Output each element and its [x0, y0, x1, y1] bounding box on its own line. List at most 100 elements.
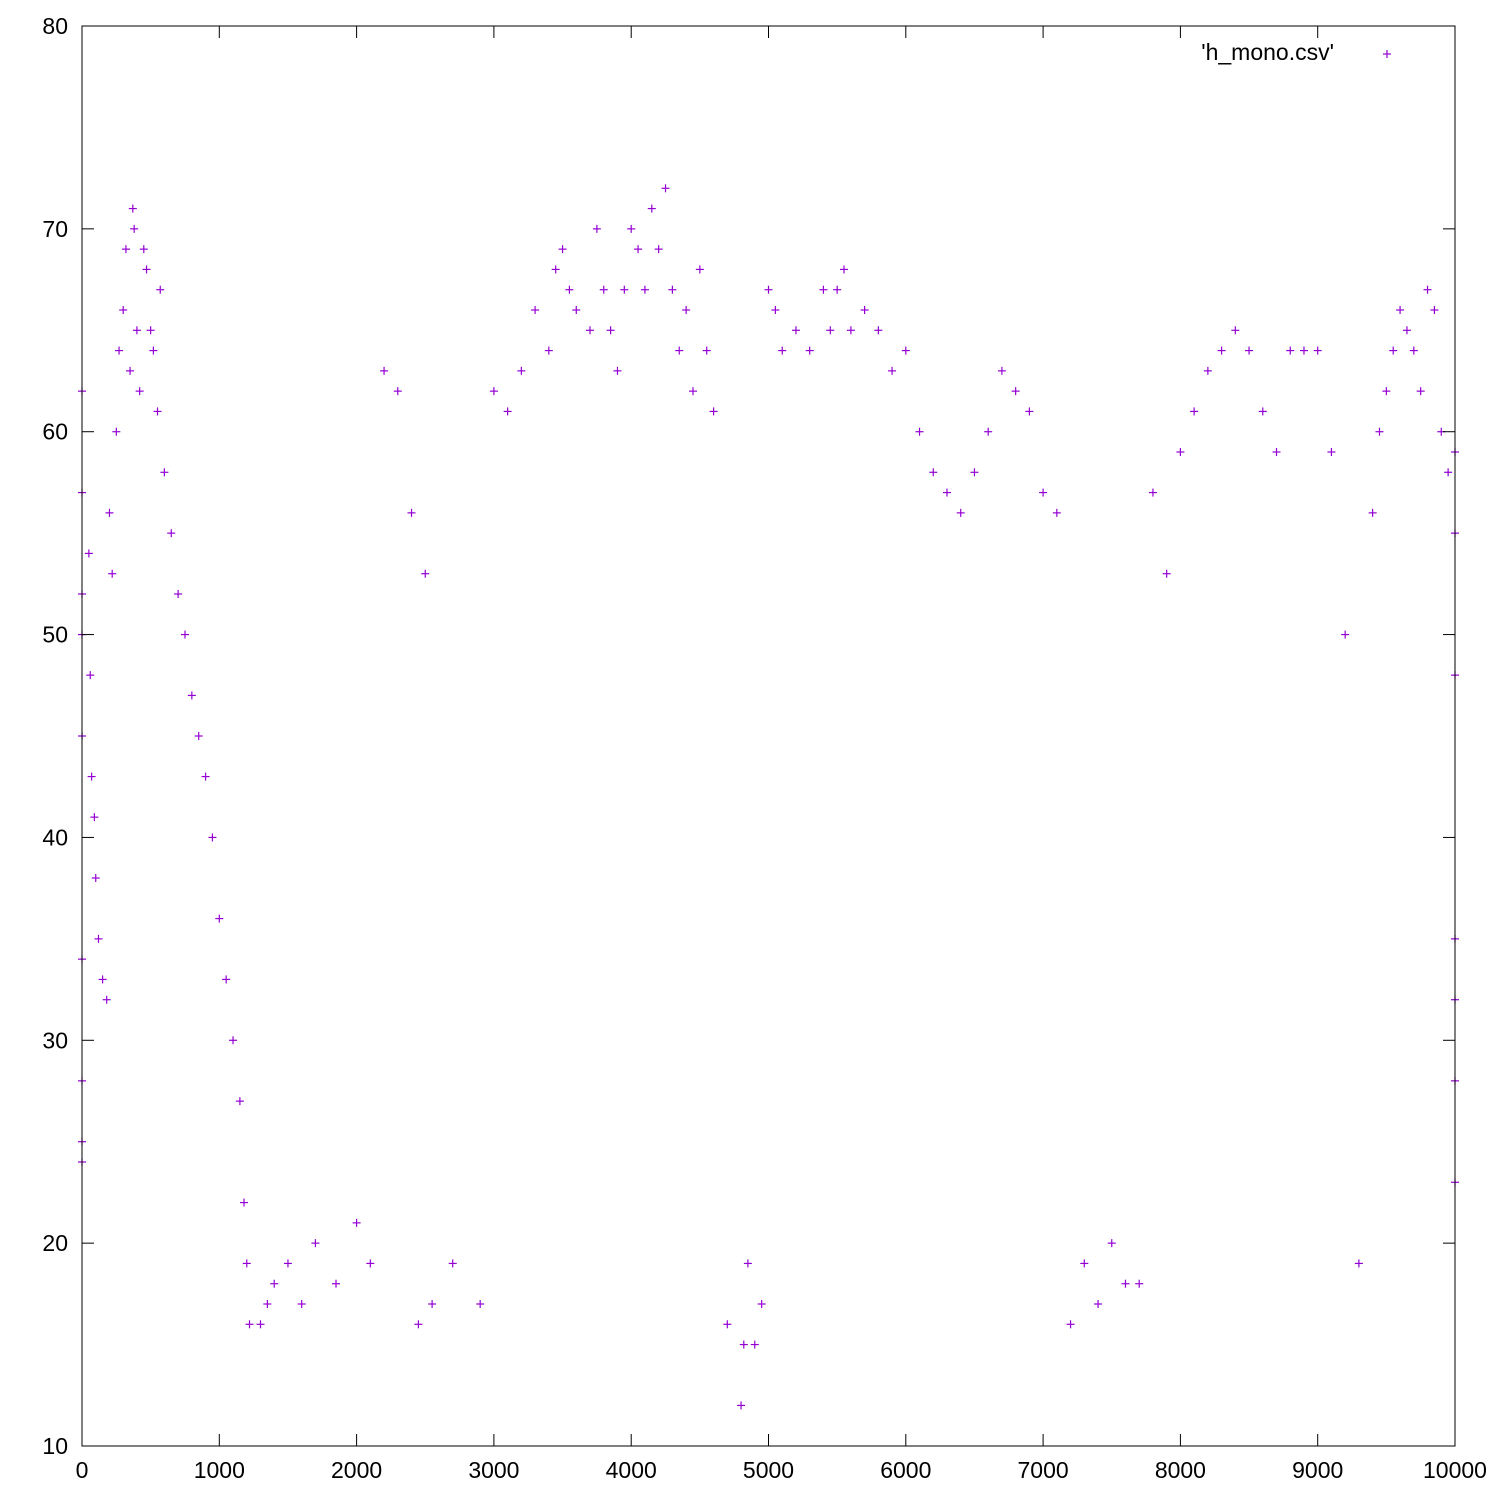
data-point	[1382, 387, 1391, 396]
data-point	[108, 569, 117, 578]
data-point	[888, 366, 897, 375]
data-point	[1011, 387, 1020, 396]
data-point	[476, 1300, 485, 1308]
data-point	[215, 914, 224, 923]
data-point	[517, 366, 526, 375]
y-tick-label: 50	[42, 622, 68, 648]
data-point	[1286, 346, 1295, 355]
data-point	[1052, 508, 1061, 517]
data-point	[208, 833, 217, 842]
data-point	[1245, 346, 1254, 355]
data-point	[668, 285, 677, 294]
data-point	[332, 1279, 341, 1288]
data-point	[661, 184, 670, 193]
data-point	[1135, 1279, 1144, 1288]
data-point	[153, 407, 162, 416]
y-tick-label: 70	[42, 216, 68, 242]
data-point	[1375, 427, 1384, 436]
data-point	[428, 1300, 437, 1308]
data-point	[1354, 1259, 1363, 1268]
data-point	[929, 468, 938, 477]
x-tick-label: 4000	[606, 1457, 657, 1483]
x-tick-label: 9000	[1292, 1457, 1343, 1483]
data-point	[695, 265, 704, 274]
data-point	[283, 1259, 292, 1268]
data-point	[1368, 508, 1377, 517]
data-point	[380, 366, 389, 375]
data-point	[187, 691, 196, 700]
data-point	[146, 326, 155, 335]
data-point	[126, 366, 135, 375]
data-point	[682, 306, 691, 314]
x-tick-label: 3000	[468, 1457, 519, 1483]
data-point	[142, 265, 151, 274]
data-point	[135, 387, 144, 396]
data-point	[1313, 346, 1322, 355]
data-point	[586, 326, 595, 335]
data-point	[235, 1097, 244, 1106]
data-point	[229, 1036, 238, 1045]
data-point	[102, 995, 111, 1004]
data-point	[407, 508, 416, 517]
data-point	[1107, 1239, 1116, 1248]
data-point	[874, 326, 883, 335]
y-tick-label: 60	[42, 419, 68, 445]
data-point	[1430, 306, 1439, 314]
data-point	[1444, 468, 1453, 477]
data-point	[647, 204, 656, 213]
data-point	[634, 245, 643, 254]
data-point	[130, 224, 139, 233]
data-point	[956, 508, 965, 517]
data-point	[860, 306, 869, 314]
data-point	[98, 975, 107, 984]
y-tick-label: 10	[42, 1433, 68, 1459]
data-point	[1299, 346, 1308, 355]
data-point	[1025, 407, 1034, 416]
legend-label: 'h_mono.csv'	[1201, 39, 1334, 65]
data-point	[901, 346, 910, 355]
data-point	[256, 1320, 265, 1329]
data-point	[1423, 285, 1432, 294]
data-point	[1217, 346, 1226, 355]
data-point	[1341, 630, 1350, 639]
data-point	[915, 427, 924, 436]
data-point	[737, 1401, 746, 1410]
data-point	[572, 306, 581, 314]
data-point	[174, 590, 183, 598]
data-point	[94, 934, 103, 943]
data-point	[448, 1259, 457, 1268]
data-point	[750, 1340, 759, 1349]
data-point	[139, 245, 148, 254]
data-point	[366, 1259, 375, 1268]
data-point	[778, 346, 787, 355]
data-point	[1190, 407, 1199, 416]
data-point	[270, 1279, 279, 1288]
data-point	[1327, 448, 1336, 456]
data-point	[558, 245, 567, 254]
x-tick-label: 2000	[331, 1457, 382, 1483]
legend-marker	[1383, 50, 1391, 58]
data-point	[599, 285, 608, 294]
data-point	[1176, 448, 1185, 456]
data-point	[1066, 1320, 1075, 1329]
data-point	[1148, 488, 1157, 497]
data-point	[997, 366, 1006, 375]
x-tick-label: 0	[76, 1457, 89, 1483]
data-point	[739, 1340, 748, 1349]
y-tick-label: 40	[42, 824, 68, 850]
data-point	[112, 427, 121, 436]
data-point	[1396, 306, 1405, 314]
data-point	[119, 306, 128, 314]
data-point	[87, 772, 96, 781]
data-point	[1094, 1300, 1103, 1308]
data-point	[688, 387, 697, 396]
data-point	[201, 772, 210, 781]
data-point	[942, 488, 951, 497]
data-point	[640, 285, 649, 294]
data-point	[167, 529, 176, 538]
data-point	[826, 326, 835, 335]
data-point	[702, 346, 711, 355]
data-point	[297, 1300, 306, 1308]
data-point	[86, 671, 95, 680]
